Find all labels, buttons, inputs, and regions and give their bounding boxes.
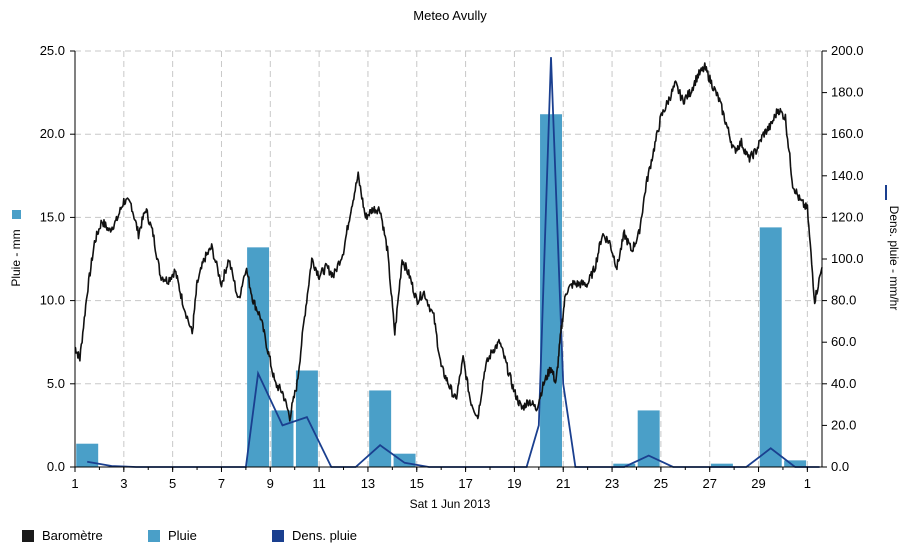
y-left-tick-label: 0.0 xyxy=(47,459,65,474)
x-tick-label: 17 xyxy=(458,476,472,491)
y-right-tick-label: 120.0 xyxy=(831,209,864,224)
x-tick-label: 27 xyxy=(702,476,716,491)
pluie-bar xyxy=(784,460,807,467)
y-left-tick-label: 15.0 xyxy=(40,209,65,224)
x-tick-label: 25 xyxy=(654,476,668,491)
chart-title: Meteo Avully xyxy=(413,8,487,23)
pluie-bars xyxy=(76,114,807,468)
barometre-line xyxy=(74,62,823,422)
axes xyxy=(70,50,827,472)
y-right-tick-label: 140.0 xyxy=(831,168,864,183)
legend-label-barometre: Baromètre xyxy=(42,528,103,543)
legend-label-pluie: Pluie xyxy=(168,528,197,543)
y-left-tick-label: 20.0 xyxy=(40,126,65,141)
y-right-tick-label: 80.0 xyxy=(831,293,856,308)
legend-swatch-barometre xyxy=(22,529,34,542)
x-tick-label: 15 xyxy=(410,476,424,491)
pluie-bar xyxy=(76,443,99,467)
y-axis-label-left: Pluie - mm xyxy=(9,229,23,286)
y-right-tick-label: 0.0 xyxy=(831,459,849,474)
y-right-tick-label: 100.0 xyxy=(831,251,864,266)
y-axis-label-right: Dens. pluie - mm/hr xyxy=(887,206,900,311)
y-axis-left-legend-swatch xyxy=(12,210,21,219)
x-axis-label: Sat 1 Jun 2013 xyxy=(410,497,491,511)
pluie-bar xyxy=(613,463,636,467)
legend-label-dens-pluie: Dens. pluie xyxy=(292,528,358,543)
y-left-tick-label: 5.0 xyxy=(47,376,65,391)
y-right-tick-label: 160.0 xyxy=(831,126,864,141)
x-tick-label: 11 xyxy=(312,476,326,491)
x-tick-label: 7 xyxy=(218,476,225,491)
pluie-bar xyxy=(369,390,392,467)
pluie-bar xyxy=(271,410,294,467)
legend: Baromètre Pluie Dens. pluie xyxy=(0,528,900,548)
x-tick-label: 21 xyxy=(556,476,570,491)
y-right-tick-label: 20.0 xyxy=(831,417,856,432)
y-right-tick-label: 40.0 xyxy=(831,376,856,391)
grid xyxy=(74,50,822,468)
legend-item-barometre: Baromètre xyxy=(22,528,103,543)
legend-swatch-pluie xyxy=(148,529,160,542)
pluie-bar xyxy=(710,463,733,467)
pluie-bar xyxy=(637,410,660,467)
x-tick-label: 29 xyxy=(751,476,765,491)
pluie-bar xyxy=(759,227,782,467)
x-tick-label: 19 xyxy=(507,476,521,491)
x-tick-label: 1 xyxy=(804,476,811,491)
y-left-tick-label: 25.0 xyxy=(40,43,65,58)
legend-item-pluie: Pluie xyxy=(148,528,197,543)
x-tick-label: 5 xyxy=(169,476,176,491)
legend-item-dens-pluie: Dens. pluie xyxy=(272,528,357,543)
x-tick-label: 13 xyxy=(361,476,375,491)
y-right-tick-label: 200.0 xyxy=(831,43,864,58)
legend-swatch-dens-pluie xyxy=(272,529,284,542)
x-tick-label: 3 xyxy=(120,476,127,491)
tick-labels: 0.0 5.0 10.0 15.0 20.0 25.0 0.0 20.0 40.0 60.0 80.… xyxy=(40,43,864,491)
y-right-tick-label: 180.0 xyxy=(831,85,864,100)
x-tick-label: 23 xyxy=(605,476,619,491)
y-left-tick-label: 10.0 xyxy=(40,293,65,308)
y-right-tick-label: 60.0 xyxy=(831,334,856,349)
x-tick-label: 9 xyxy=(267,476,274,491)
x-tick-label: 1 xyxy=(71,476,78,491)
